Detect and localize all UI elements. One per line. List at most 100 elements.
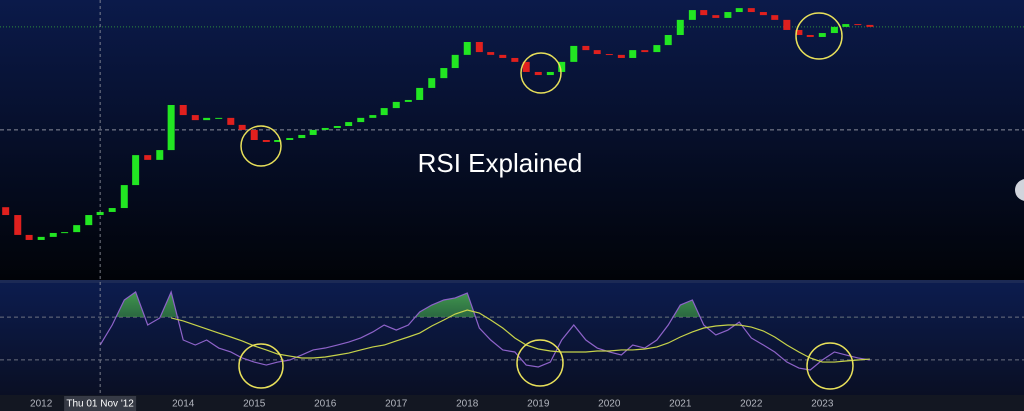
candle bbox=[369, 115, 377, 118]
candle bbox=[428, 78, 436, 88]
candle bbox=[605, 54, 613, 56]
annotation-circle bbox=[520, 52, 562, 94]
candle bbox=[108, 208, 116, 212]
candle bbox=[167, 105, 175, 151]
annotation-circle bbox=[238, 343, 284, 389]
candle bbox=[144, 155, 152, 160]
candle bbox=[818, 33, 826, 37]
candle bbox=[203, 117, 211, 121]
candle bbox=[179, 105, 187, 116]
candle bbox=[641, 50, 649, 53]
candle bbox=[25, 234, 33, 240]
x-tick-label: 2021 bbox=[669, 399, 692, 410]
x-tick-label: 2015 bbox=[243, 399, 266, 410]
series-line bbox=[99, 290, 871, 371]
candle bbox=[156, 150, 164, 160]
annotation-circle bbox=[516, 339, 564, 387]
candle bbox=[806, 35, 814, 37]
pane-divider bbox=[0, 280, 1024, 283]
candle bbox=[227, 117, 235, 125]
candle bbox=[534, 71, 542, 76]
candle bbox=[582, 45, 590, 51]
x-tick-label: 2018 bbox=[456, 399, 479, 410]
candle bbox=[854, 24, 862, 26]
candle bbox=[676, 19, 684, 35]
candle bbox=[357, 117, 365, 123]
candle bbox=[262, 140, 270, 142]
x-tick-label: 2023 bbox=[811, 399, 834, 410]
candle bbox=[712, 15, 720, 18]
candle bbox=[49, 232, 57, 237]
candle bbox=[37, 236, 45, 240]
candle bbox=[380, 108, 388, 116]
candle bbox=[333, 126, 341, 128]
candle bbox=[830, 26, 838, 34]
candle bbox=[286, 138, 294, 140]
plot-layer bbox=[0, 8, 1024, 371]
scroll-button[interactable] bbox=[1015, 179, 1024, 201]
candle bbox=[487, 52, 495, 55]
candle bbox=[238, 124, 246, 130]
candle bbox=[14, 215, 22, 235]
candle bbox=[2, 207, 10, 216]
candle bbox=[629, 50, 637, 58]
candle bbox=[250, 129, 258, 140]
candle bbox=[96, 211, 104, 216]
candle bbox=[546, 71, 554, 76]
x-tick-label: 2012 bbox=[30, 399, 53, 410]
annotation-circle bbox=[795, 12, 843, 60]
x-tick-label: 2017 bbox=[385, 399, 408, 410]
candle bbox=[593, 50, 601, 55]
candle bbox=[735, 8, 743, 13]
candle bbox=[215, 117, 223, 119]
candle bbox=[274, 140, 282, 142]
series-line bbox=[170, 309, 870, 363]
candle bbox=[558, 61, 566, 72]
candle bbox=[570, 45, 578, 62]
candle bbox=[321, 127, 329, 130]
x-tick-label: 2014 bbox=[172, 399, 195, 410]
chart-title: RSI Explained bbox=[418, 148, 583, 178]
candle bbox=[724, 12, 732, 18]
crosshair-label-bg bbox=[64, 396, 137, 411]
candle bbox=[120, 185, 128, 209]
candle bbox=[747, 8, 755, 13]
candle bbox=[298, 134, 306, 139]
candle bbox=[191, 115, 199, 121]
annotations bbox=[238, 12, 854, 390]
crosshair-label: Thu 01 Nov '12 bbox=[66, 399, 134, 410]
candle bbox=[440, 68, 448, 79]
candle bbox=[664, 35, 672, 46]
candle bbox=[653, 45, 661, 53]
candle bbox=[771, 15, 779, 20]
candle bbox=[866, 24, 874, 27]
candle bbox=[475, 42, 483, 53]
candle bbox=[499, 54, 507, 58]
candle bbox=[522, 61, 530, 72]
candle bbox=[783, 19, 791, 30]
x-tick-label: 2016 bbox=[314, 399, 337, 410]
candle bbox=[463, 42, 471, 55]
candle bbox=[617, 54, 625, 58]
x-tick-label: 2019 bbox=[527, 399, 550, 410]
candle bbox=[451, 54, 459, 69]
price-pane bbox=[0, 0, 1024, 280]
candle bbox=[392, 101, 400, 109]
x-tick-label: 2020 bbox=[598, 399, 621, 410]
candle bbox=[132, 155, 140, 186]
candle bbox=[85, 215, 93, 226]
candle bbox=[688, 10, 696, 20]
candle bbox=[61, 232, 69, 234]
candle bbox=[309, 129, 317, 135]
time-axis bbox=[0, 395, 1024, 411]
annotation-circle bbox=[806, 342, 854, 390]
candle bbox=[511, 57, 519, 62]
candle bbox=[73, 225, 81, 233]
candle bbox=[759, 12, 767, 16]
candle bbox=[416, 87, 424, 100]
rsi-pane bbox=[0, 283, 1024, 395]
candle bbox=[345, 122, 353, 126]
x-tick-label: 2022 bbox=[740, 399, 763, 410]
candle bbox=[795, 29, 803, 35]
